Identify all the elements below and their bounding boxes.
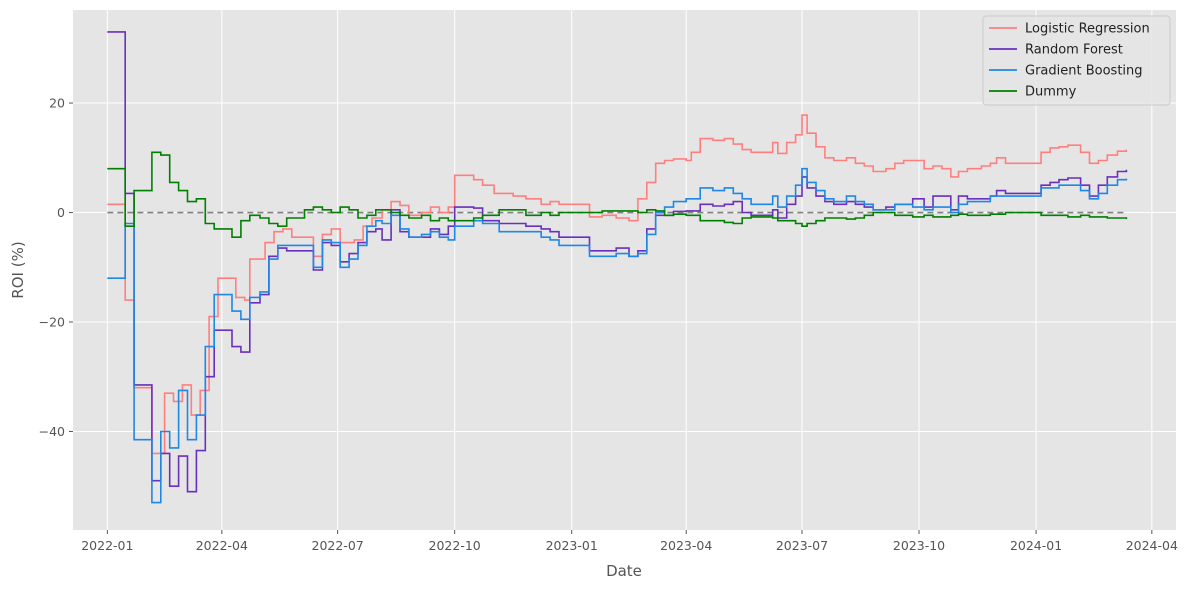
y-tick-label: −40 (39, 424, 65, 439)
series-line-gradient-boosting (107, 167, 1128, 504)
x-tick-label: 2022-04 (196, 538, 248, 553)
legend-box (982, 15, 1171, 106)
legend-label-random-forest: Random Forest (1025, 43, 1123, 58)
x-tick-label: 2022-01 (81, 538, 133, 553)
x-tick-label: 2022-07 (312, 538, 364, 553)
x-tick-label: 2023-07 (776, 538, 828, 553)
legend-label-logistic-regression: Logistic Regression (1025, 22, 1150, 37)
x-tick-label: 2023-01 (546, 538, 598, 553)
legend-label-gradient-boosting: Gradient Boosting (1025, 64, 1143, 79)
x-tick-label: 2023-10 (893, 538, 945, 553)
x-tick-labels: 2022-01 2022-04 2022-07 2022-10 2023-01 2023-… (81, 530, 1178, 553)
x-tick-label: 2022-10 (429, 538, 481, 553)
legend: Logistic Regression Random Forest Gradient… (982, 15, 1171, 106)
legend-label-dummy: Dummy (1025, 85, 1077, 100)
grid-lines (73, 10, 1176, 530)
x-axis-label: Date (606, 562, 642, 580)
y-tick-label: 0 (57, 205, 65, 220)
series-line-logistic-regression (107, 114, 1128, 455)
x-tick-label: 2023-04 (660, 538, 712, 553)
y-tick-label: 20 (49, 96, 65, 111)
series-lines (107, 31, 1128, 504)
series-line-dummy (107, 151, 1128, 238)
x-tick-label: 2024-01 (1010, 538, 1062, 553)
y-tick-label: −20 (39, 315, 65, 330)
y-axis-label: ROI (%) (9, 241, 27, 298)
x-tick-label: 2024-04 (1126, 538, 1178, 553)
y-tick-labels: −40 −20 0 20 (39, 96, 73, 439)
